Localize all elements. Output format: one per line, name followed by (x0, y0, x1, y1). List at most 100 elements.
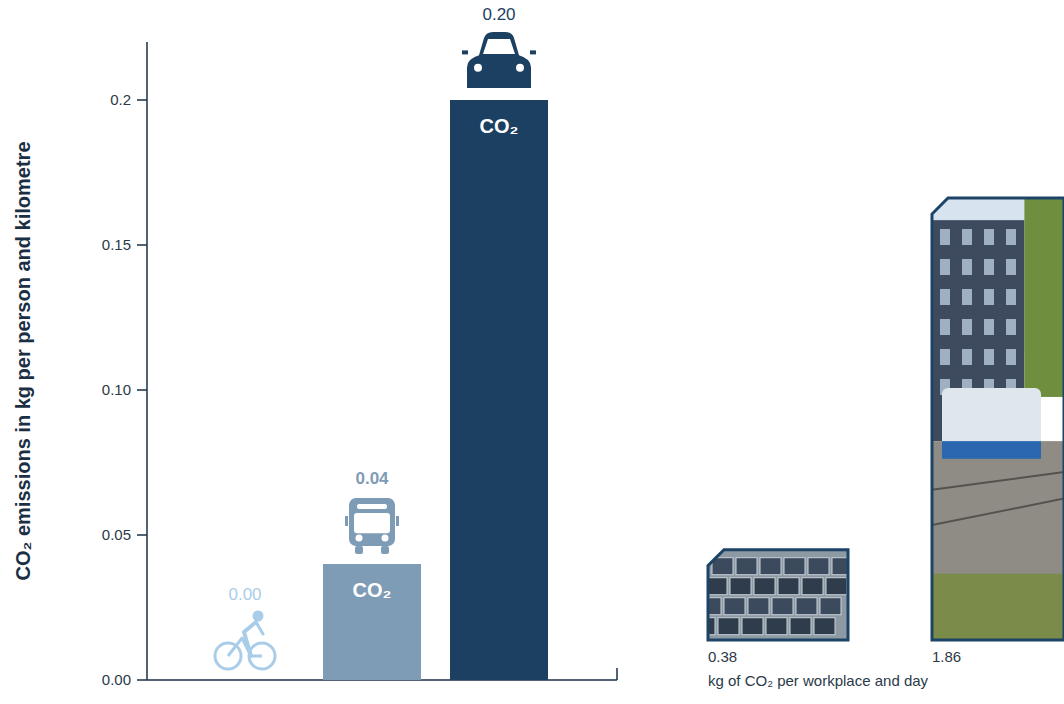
photo-frame (708, 550, 848, 640)
photo-panel (832, 558, 853, 575)
photo-window (962, 349, 972, 365)
photo-panel (814, 618, 835, 635)
photo-bg (708, 550, 848, 640)
y-tick-label: 0.15 (102, 236, 131, 253)
bar (450, 100, 548, 680)
photo (932, 198, 1064, 640)
photo-window (962, 289, 972, 305)
photo-panel (754, 578, 775, 595)
photo-window (984, 349, 994, 365)
photo (694, 550, 853, 640)
photo-panel (790, 618, 811, 635)
icon-body (467, 32, 531, 88)
bar (323, 564, 421, 680)
photo-window (940, 319, 950, 335)
icon-window (483, 39, 515, 54)
photo-panel (694, 618, 715, 635)
icon-body (349, 498, 395, 546)
bars (323, 100, 548, 680)
photo-frame (932, 198, 1064, 640)
photo-panel (766, 618, 787, 635)
y-tick (137, 679, 147, 681)
photo-window (1006, 229, 1016, 245)
photo-rail (932, 472, 1064, 490)
photo-window (940, 349, 950, 365)
photo-window (1006, 289, 1016, 305)
photo-panel (808, 558, 829, 575)
photo-rail (932, 499, 1064, 526)
y-tick-label: 0.2 (110, 91, 131, 108)
y-axis-line (146, 42, 148, 680)
data-label: 0.00 (228, 585, 261, 604)
bar (196, 680, 294, 681)
y-tick-label: 0.10 (102, 381, 131, 398)
photo-window (984, 229, 994, 245)
y-tick-label: 0.00 (102, 671, 131, 688)
bar-label: CO₂ (353, 579, 392, 601)
photo-window (984, 319, 994, 335)
photo-window (984, 259, 994, 275)
photo-window (940, 229, 950, 245)
icon-rider (244, 622, 256, 656)
photo-panel (784, 558, 805, 575)
icon-sign (357, 504, 387, 509)
photo-panel (760, 558, 781, 575)
photo-street (932, 441, 1064, 640)
photo-panel (802, 578, 823, 595)
photo-panel (778, 578, 799, 595)
photo-window (962, 319, 972, 335)
icon-arm (256, 622, 263, 634)
y-tick (137, 389, 147, 391)
data-label: 1.86 (932, 648, 961, 665)
y-tick-label: 0.05 (102, 526, 131, 543)
y-tick (137, 244, 147, 246)
caption: kg of CO₂ per workplace and day (708, 672, 929, 689)
photo-window (984, 289, 994, 305)
photo-tram-stripe (942, 441, 1041, 459)
icon-mirror (462, 50, 468, 54)
photo-window (940, 289, 950, 305)
y-tick (137, 534, 147, 536)
page: {"chart_data": [ {"type": "bar", "y_labe… (0, 0, 1064, 704)
y-axis-label: CO₂ emissions in kg per person and kilom… (12, 141, 34, 580)
photo-panel (820, 598, 841, 615)
icon-bus (345, 498, 399, 554)
photo-window (940, 259, 950, 275)
data-label: 0.20 (482, 5, 515, 24)
icon-wheel (355, 546, 363, 554)
y-tick (137, 99, 147, 101)
photo-window (1006, 259, 1016, 275)
photo-panel (730, 578, 751, 595)
chart: CO₂ emissions in kg per person and kilom… (0, 0, 1064, 704)
photo-panel (736, 558, 757, 575)
icon-mirror (345, 516, 348, 526)
icon-mirror (530, 50, 536, 54)
icon-bike (215, 611, 275, 670)
icon-window (354, 513, 390, 533)
icon-light (516, 64, 524, 72)
photo-window (962, 229, 972, 245)
photo-window (962, 259, 972, 275)
icon-wheel (381, 546, 389, 554)
photo-grass (932, 574, 1064, 640)
photo-panel (742, 618, 763, 635)
icon-light (382, 535, 389, 542)
icon-car (462, 32, 536, 88)
photo-panel (772, 598, 793, 615)
photo-window (1006, 349, 1016, 365)
bar-annotations: 0.00 0.04 CO₂ 0.20 CO₂ (215, 5, 536, 669)
photo-tree (1024, 198, 1064, 397)
data-label: 0.38 (708, 648, 737, 665)
bar-label: CO₂ (480, 115, 519, 137)
icon-head (253, 611, 264, 622)
icon-light (474, 64, 482, 72)
photo-panel (826, 578, 847, 595)
photo-panel (700, 598, 721, 615)
photo-panel (796, 598, 817, 615)
x-axis-end (616, 668, 618, 680)
icon-mirror (396, 516, 399, 526)
photo-panel (718, 618, 739, 635)
icon-light (356, 535, 363, 542)
photo-panel (724, 598, 745, 615)
data-label: 0.04 (355, 469, 389, 488)
